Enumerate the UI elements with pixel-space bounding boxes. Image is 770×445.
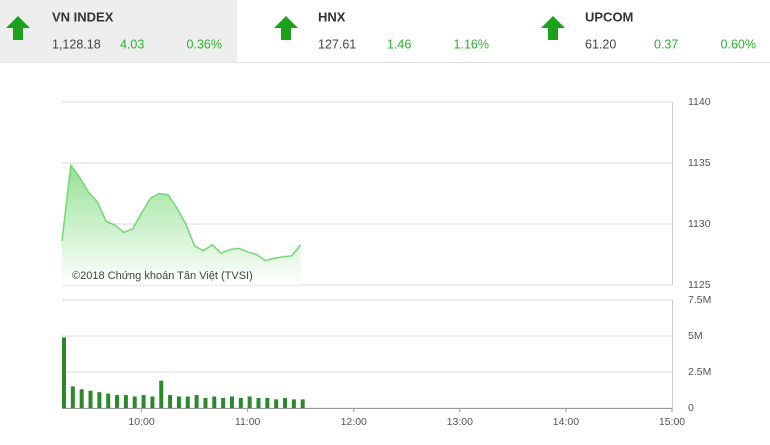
volume-bar bbox=[300, 399, 305, 408]
volume-bar bbox=[247, 396, 252, 408]
volume-bar bbox=[115, 395, 120, 408]
index-percent: 1.16% bbox=[454, 37, 489, 51]
y-tick-label: 7.5M bbox=[688, 294, 711, 306]
tab[interactable]: HNX 127.61 1.46 1.16% bbox=[274, 9, 489, 51]
tab[interactable]: UPCOM 61.20 0.37 0.60% bbox=[541, 9, 756, 51]
volume-bar bbox=[212, 396, 217, 408]
volume-bar bbox=[150, 396, 155, 408]
x-tick-label: 13:00 bbox=[447, 416, 473, 428]
volume-bar bbox=[274, 399, 279, 408]
y-tick-label: 1130 bbox=[688, 218, 711, 230]
volume-bar bbox=[141, 395, 146, 408]
up-arrow bbox=[6, 16, 30, 40]
index-value: 61.20 bbox=[585, 37, 616, 51]
x-tick-label: 12:00 bbox=[341, 416, 367, 428]
volume-bar bbox=[79, 389, 84, 408]
volume-bar bbox=[88, 390, 93, 408]
volume-bar bbox=[97, 392, 102, 408]
index-name: UPCOM bbox=[585, 9, 633, 24]
volume-bar bbox=[283, 397, 288, 408]
volume-bar bbox=[238, 397, 243, 408]
volume-bar bbox=[168, 395, 173, 408]
volume-bar bbox=[185, 396, 190, 408]
volume-bar bbox=[194, 395, 199, 408]
volume-bar bbox=[106, 393, 111, 408]
index-value: 127.61 bbox=[318, 37, 356, 51]
y-tick-label: 5M bbox=[688, 330, 703, 342]
index-percent: 0.36% bbox=[187, 37, 222, 51]
y-tick-label: 0 bbox=[688, 402, 694, 414]
index-name: HNX bbox=[318, 9, 346, 24]
index-value: 1,128.18 bbox=[52, 37, 101, 51]
up-arrow bbox=[274, 16, 298, 40]
volume-bar bbox=[265, 397, 270, 408]
volume-bar bbox=[159, 380, 164, 408]
x-tick-label: 11:00 bbox=[235, 416, 261, 428]
y-tick-label: 2.5M bbox=[688, 366, 711, 378]
index-name: VN INDEX bbox=[52, 9, 114, 24]
x-tick-label: 14:00 bbox=[553, 416, 579, 428]
volume-bar bbox=[132, 396, 137, 408]
volume-bar bbox=[291, 399, 296, 408]
y-tick-label: 1140 bbox=[688, 96, 711, 108]
volume-bar bbox=[256, 397, 261, 408]
up-arrow bbox=[541, 16, 565, 40]
x-tick-label: 10:00 bbox=[128, 416, 154, 428]
volume-bar bbox=[123, 395, 128, 408]
volume-bar bbox=[229, 396, 234, 408]
y-tick-label: 1125 bbox=[688, 279, 711, 291]
tab[interactable]: VN INDEX 1,128.18 4.03 0.36% bbox=[6, 9, 222, 51]
annotation: ©2018 Chứng khoán Tân Việt (TVSI) bbox=[72, 270, 253, 282]
active-tab[interactable] bbox=[0, 0, 237, 62]
index-change: 0.37 bbox=[654, 37, 678, 51]
volume-bar bbox=[176, 396, 181, 408]
index-change: 1.46 bbox=[387, 37, 411, 51]
index-change: 4.03 bbox=[120, 37, 144, 51]
area-fill bbox=[62, 165, 301, 285]
price-line bbox=[61, 163, 302, 262]
volume-bar bbox=[203, 397, 208, 408]
volume-bar bbox=[70, 386, 75, 408]
x-tick-label: 15:00 bbox=[659, 416, 685, 428]
volume-bar bbox=[62, 337, 66, 408]
index-percent: 0.60% bbox=[721, 37, 756, 51]
volume-bar bbox=[221, 397, 226, 408]
y-tick-label: 1135 bbox=[688, 157, 711, 169]
